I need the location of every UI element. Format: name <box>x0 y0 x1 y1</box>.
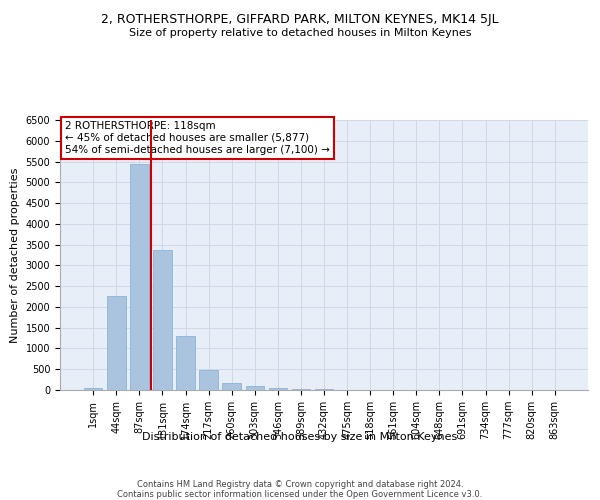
Text: 2, ROTHERSTHORPE, GIFFARD PARK, MILTON KEYNES, MK14 5JL: 2, ROTHERSTHORPE, GIFFARD PARK, MILTON K… <box>101 12 499 26</box>
Bar <box>223 383 241 390</box>
Text: Contains HM Land Registry data © Crown copyright and database right 2024.
Contai: Contains HM Land Registry data © Crown c… <box>118 480 482 500</box>
Y-axis label: Number of detached properties: Number of detached properties <box>10 168 20 342</box>
Bar <box>176 336 195 390</box>
Text: 2 ROTHERSTHORPE: 118sqm
← 45% of detached houses are smaller (5,877)
54% of semi: 2 ROTHERSTHORPE: 118sqm ← 45% of detache… <box>65 122 330 154</box>
Bar <box>130 164 149 390</box>
Bar <box>245 386 264 390</box>
Bar <box>84 388 103 390</box>
Bar <box>269 388 287 390</box>
Bar <box>199 370 218 390</box>
Text: Size of property relative to detached houses in Milton Keynes: Size of property relative to detached ho… <box>129 28 471 38</box>
Text: Distribution of detached houses by size in Milton Keynes: Distribution of detached houses by size … <box>142 432 458 442</box>
Bar <box>292 389 310 390</box>
Bar <box>107 296 125 390</box>
Bar <box>153 250 172 390</box>
